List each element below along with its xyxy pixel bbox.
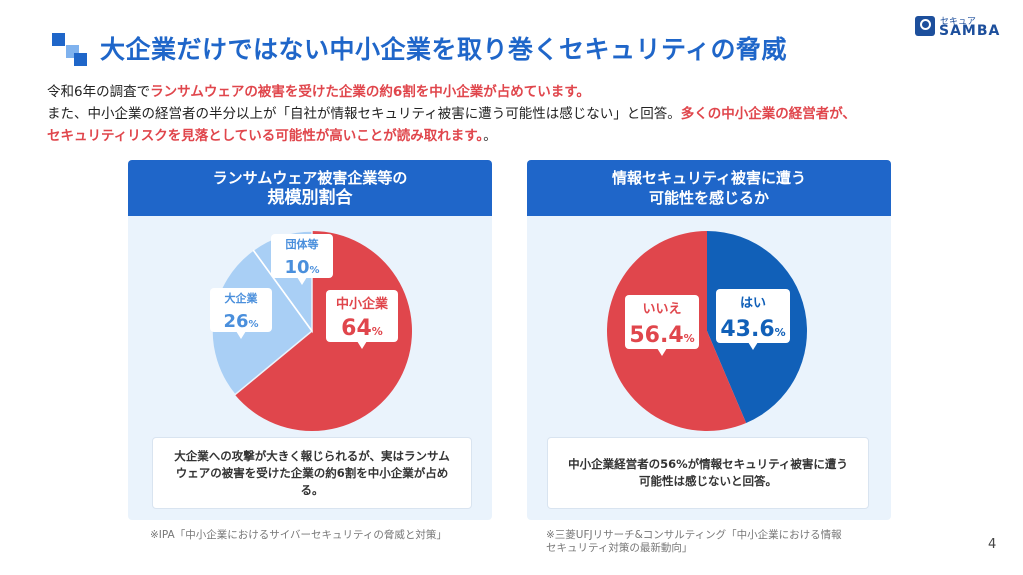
risk-note-line1: 中小企業経営者の56%が情報セキュリティ被害に遭う [568,457,848,471]
smb-pointer [357,341,367,349]
org-bubble [271,234,333,278]
large-pointer [236,331,246,339]
risk-heading-line2: 可能性を感じるか [648,189,769,207]
risk-awareness-panel: 情報セキュリティ被害に遭う 可能性を感じるか はい 43.6% いいえ 56.4% 中… [527,160,891,520]
ransomware-panel-heading: ランサムウェア被害企業等の 規模別割合 [128,160,492,216]
ransomware-note-line2: ウェアの被害を受けた企業の約6割を中小企業が占め [175,465,449,480]
intro-text: 令和6年の調査でランサムウェアの被害を受けた企業の約6割を中小企業が占めています… [47,81,856,147]
logo-small-text: セキュア [940,17,976,27]
yes-pointer [748,342,758,350]
ransomware-heading-line1: ランサムウェア被害企業等の [212,169,408,187]
yes-name: はい [740,296,766,311]
logo-mark-icon [915,16,935,36]
risk-awareness-note: 中小企業経営者の56%が情報セキュリティ被害に遭う 可能性は感じないと回答。 [547,437,869,509]
ransomware-heading-line2: 規模別割合 [267,188,353,208]
risk-awareness-source: ※三菱UFJリサーチ&コンサルティング「中小企業における情報 セキュリティ対策の… [546,529,842,555]
intro-line1-b: ランサムウェアの被害を受けた企業の約6割を中小企業が占めています。 [150,84,590,100]
ransomware-note-line3: る。 [300,482,324,497]
intro-line2-a: また、中小企業の経営者の半分以上が「自社が情報セキュリティ被害に遭う可能性は感じ… [47,106,681,122]
ransomware-source: ※IPA「中小企業におけるサイバーセキュリティの脅威と対策」 [150,529,447,541]
risk-source-line2: セキュリティ対策の最新動向」 [546,542,693,554]
no-name: いいえ [642,302,681,317]
title-decoration [52,33,88,69]
intro-line3: セキュリティリスクを見落としている可能性が高いことが読み取れます。 [47,128,484,144]
risk-source-line1: ※三菱UFJリサーチ&コンサルティング「中小企業における情報 [546,529,842,541]
org-pointer [297,277,307,285]
pie-slice-smb [234,231,412,431]
smb-unit: % [372,325,383,338]
intro-line1-a: 令和6年の調査で [47,84,151,100]
risk-heading-line1: 情報セキュリティ被害に遭う [611,169,807,187]
secure-samba-logo: セキュア SAMBA [915,14,1005,42]
yes-bubble [716,289,790,343]
large-name: 大企業 [225,291,259,305]
org-unit: % [310,265,320,276]
risk-awareness-panel-heading: 情報セキュリティ被害に遭う 可能性を感じるか [527,160,891,216]
ransomware-note: 大企業への攻撃が大きく報じられるが、実はランサム ウェアの被害を受けた企業の約6… [152,437,472,509]
pie-separator [252,249,313,332]
org-name: 団体等 [286,237,319,251]
yes-unit: % [775,326,786,339]
page-title: 大企業だけではない中小企業を取り巻くセキュリティの脅威 [100,35,788,64]
page-number: 4 [988,537,997,552]
risk-note-line2: 可能性は感じないと回答。 [639,474,777,488]
smb-bubble [326,290,398,342]
intro-line2-b: 多くの中小企業の経営者が、 [680,106,856,122]
no-bubble [625,295,699,349]
ransomware-panel: ランサムウェア被害企業等の 規模別割合 中小企業 64% 大企業 26% 団体等 10% … [128,160,492,520]
large-unit: % [249,319,259,330]
ransomware-note-line1: 大企業への攻撃が大きく報じられるが、実はランサム [174,448,450,463]
logo-main-text: SAMBA [939,23,1001,39]
smb-name: 中小企業 [336,296,389,312]
no-unit: % [684,332,695,345]
no-pointer [657,348,667,356]
large-bubble [210,288,272,332]
intro-line3-end: 。 [483,128,497,144]
